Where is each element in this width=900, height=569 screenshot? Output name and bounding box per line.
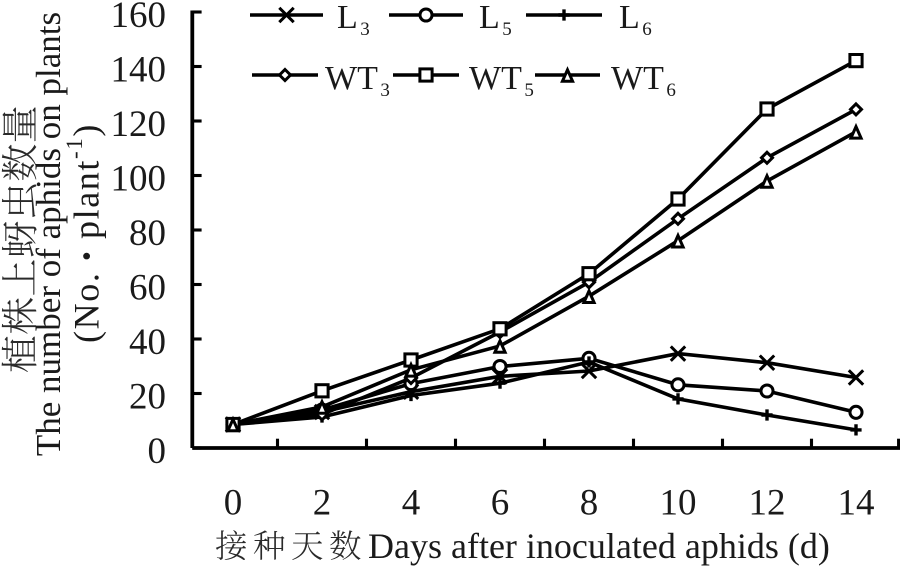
svg-text:0: 0 [224,483,243,524]
svg-text:4: 4 [402,483,421,524]
svg-text:40: 40 [129,322,166,363]
svg-text:120: 120 [111,104,167,145]
svg-text:60: 60 [129,268,166,309]
svg-text:10: 10 [660,483,697,524]
svg-text:2: 2 [313,483,332,524]
svg-text:The number of aphids on plants: The number of aphids on plants [29,12,68,456]
svg-text:80: 80 [129,213,166,254]
svg-text:Days after inoculated aphids (: Days after inoculated aphids (d) [368,526,830,566]
svg-text:12: 12 [749,483,786,524]
svg-text:(No. • plant-1): (No. • plant-1) [62,123,106,343]
svg-text:100: 100 [111,159,167,200]
svg-text:160: 160 [111,0,167,36]
svg-text:140: 140 [111,50,167,91]
svg-text:6: 6 [491,483,510,524]
svg-text:20: 20 [129,377,166,418]
svg-text:14: 14 [838,483,875,524]
svg-text:8: 8 [580,483,599,524]
svg-text:0: 0 [148,431,167,472]
